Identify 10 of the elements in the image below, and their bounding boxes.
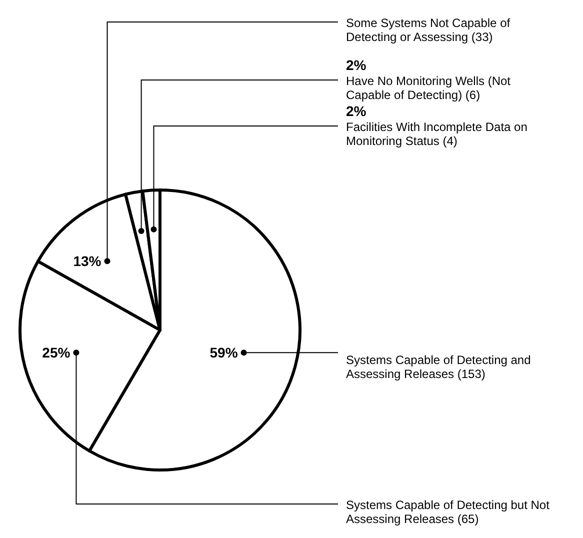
- slice-label: Systems Capable of Detecting and Assessing Releases (153): [346, 353, 531, 381]
- data-label: 25%: [42, 344, 71, 361]
- data-label: 2%: [346, 57, 367, 73]
- slice-label: Facilities With Incomplete Data on Monitoring Status (4): [346, 120, 528, 148]
- slice-label: Systems Capable of Detecting but Not Assessing Releases (65): [346, 498, 550, 526]
- slice-label: Some Systems Not Capable of Detecting or Assessing (33): [346, 16, 511, 44]
- slice-label: Have No Monitoring Wells (Not Capable of Detecting) (6): [346, 74, 512, 102]
- data-label: 59%: [210, 344, 238, 361]
- data-label: 2%: [346, 103, 367, 119]
- data-label: 13%: [73, 253, 102, 270]
